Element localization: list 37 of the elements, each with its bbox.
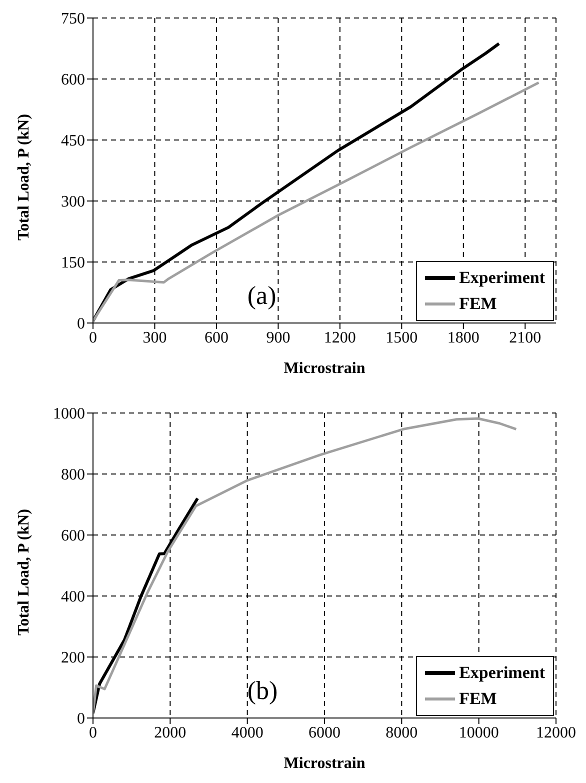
y-tick-label: 450 xyxy=(61,132,85,150)
x-tick-label: 6000 xyxy=(308,724,340,742)
x-axis-title: Microstrain xyxy=(284,755,366,772)
x-tick-label: 2100 xyxy=(509,329,542,346)
x-tick-label: 8000 xyxy=(386,724,418,742)
y-axis-title: Total Load, P (kN) xyxy=(16,114,33,240)
y-tick-label: 600 xyxy=(61,528,85,545)
y-tick-label: 750 xyxy=(61,10,85,28)
y-axis-title: Total Load, P (kN) xyxy=(16,508,33,636)
x-tick-label: 1500 xyxy=(386,329,418,346)
x-tick-label: 2000 xyxy=(154,724,186,742)
y-tick-label: 150 xyxy=(61,254,85,272)
y-tick-label: 1000 xyxy=(53,406,85,423)
legend-label: Experiment xyxy=(459,267,545,289)
x-tick-label: 300 xyxy=(142,329,167,346)
y-tick-label: 200 xyxy=(61,650,85,667)
y-tick-label: 0 xyxy=(77,710,85,728)
legend-label: FEM xyxy=(459,293,497,315)
x-axis-title: Microstrain xyxy=(284,360,366,377)
annotation: (b) xyxy=(247,676,278,706)
annotation: (a) xyxy=(247,281,276,311)
x-tick-label: 12000 xyxy=(536,724,576,742)
x-tick-label: 900 xyxy=(266,329,290,346)
x-tick-label: 0 xyxy=(89,329,97,346)
y-tick-label: 400 xyxy=(61,588,85,606)
x-tick-label: 1200 xyxy=(324,329,356,346)
y-tick-label: 300 xyxy=(61,194,85,211)
legend-label: Experiment xyxy=(459,662,545,684)
y-tick-label: 800 xyxy=(61,466,85,484)
x-tick-label: 4000 xyxy=(231,724,264,742)
y-tick-label: 0 xyxy=(77,316,85,333)
x-tick-label: 0 xyxy=(89,724,97,742)
x-tick-label: 600 xyxy=(204,329,228,346)
x-tick-label: 1800 xyxy=(447,329,480,346)
x-tick-label: 10000 xyxy=(458,724,499,742)
y-tick-label: 600 xyxy=(61,72,85,89)
legend-label: FEM xyxy=(459,688,497,710)
